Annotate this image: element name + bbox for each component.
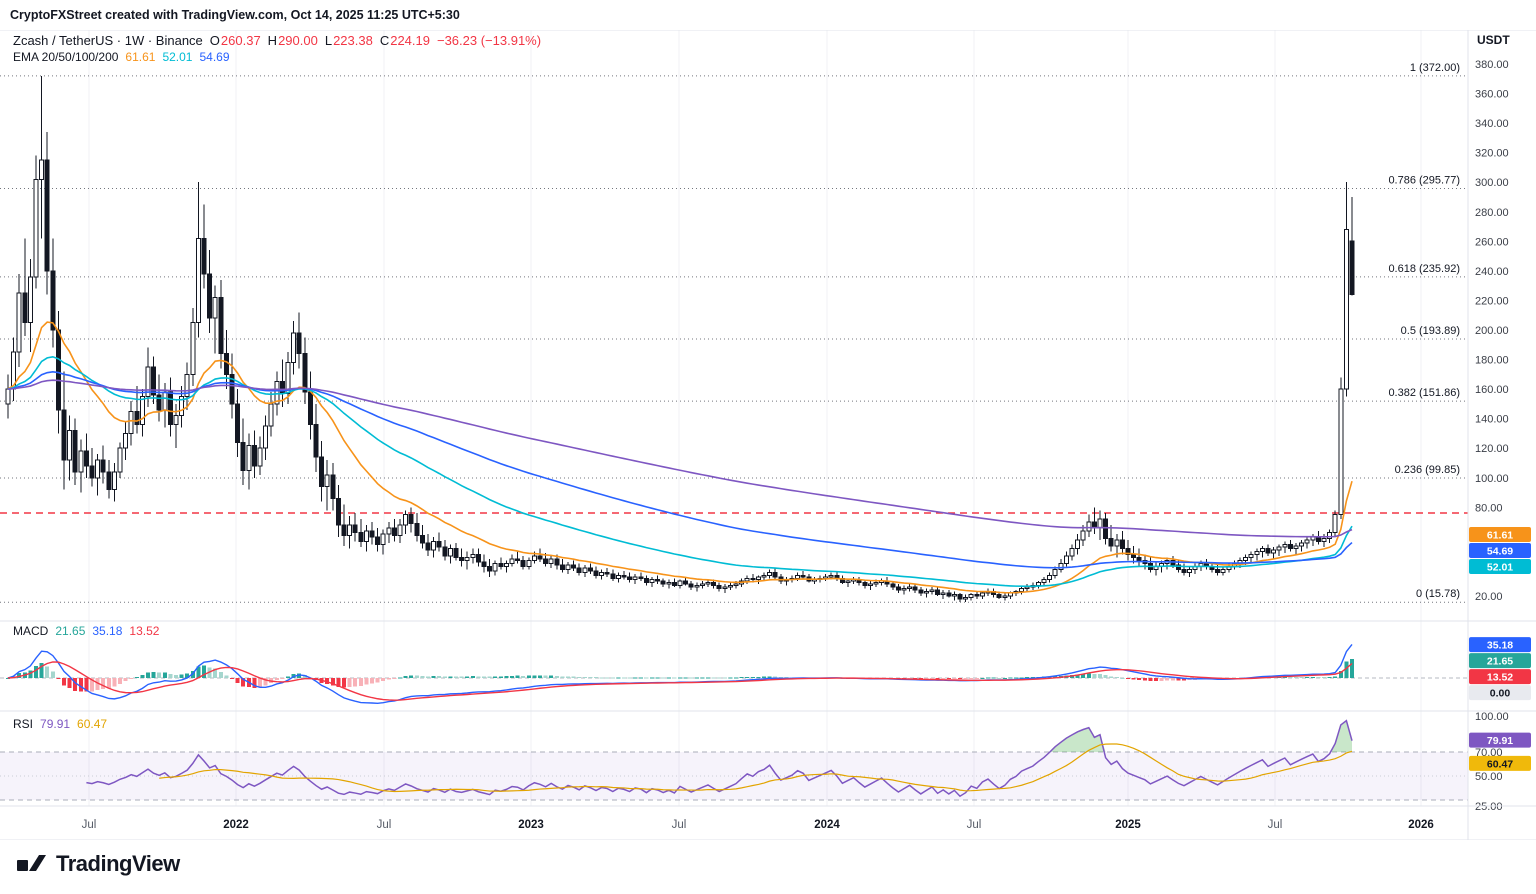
close-value: C 224.19 [379, 33, 430, 48]
svg-text:0.382 (151.86): 0.382 (151.86) [1388, 387, 1460, 399]
tradingview-logo[interactable]: TradingView [16, 851, 180, 877]
rsi-value: 79.91 [40, 717, 71, 731]
svg-text:320.00: 320.00 [1475, 148, 1509, 160]
attribution-bar: CryptoFXStreet created with TradingView.… [0, 0, 1536, 30]
svg-text:100.00: 100.00 [1475, 473, 1509, 485]
svg-text:Jul: Jul [1268, 819, 1283, 831]
macd-signal-value: 13.52 [129, 624, 160, 638]
svg-text:160.00: 160.00 [1475, 384, 1509, 396]
macd-hist-value: 21.65 [55, 624, 86, 638]
svg-text:50.00: 50.00 [1475, 771, 1503, 783]
svg-text:0.00: 0.00 [1490, 688, 1511, 700]
svg-text:79.91: 79.91 [1487, 735, 1513, 747]
svg-text:35.18: 35.18 [1487, 640, 1513, 652]
svg-text:21.65: 21.65 [1487, 656, 1513, 668]
svg-text:2023: 2023 [518, 819, 544, 831]
svg-text:Jul: Jul [967, 819, 982, 831]
tradingview-logo-icon [17, 854, 46, 871]
svg-text:240.00: 240.00 [1475, 266, 1509, 278]
svg-text:0 (15.78): 0 (15.78) [1416, 588, 1460, 600]
ema20-value: 61.61 [125, 50, 156, 64]
rsi-ma-value: 60.47 [77, 717, 108, 731]
svg-text:100.00: 100.00 [1475, 711, 1509, 723]
svg-text:Jul: Jul [672, 819, 687, 831]
symbol-legend: Zcash / TetherUS · 1W · Binance O 260.37 … [13, 33, 541, 48]
svg-text:140.00: 140.00 [1475, 414, 1509, 426]
svg-text:360.00: 360.00 [1475, 89, 1509, 101]
svg-text:0.618 (235.92): 0.618 (235.92) [1388, 263, 1460, 275]
high-value: H 290.00 [267, 33, 318, 48]
open-value: O 260.37 [209, 33, 261, 48]
ema100-value: 54.69 [199, 50, 230, 64]
svg-text:2026: 2026 [1408, 819, 1434, 831]
svg-text:61.61: 61.61 [1487, 530, 1513, 542]
svg-text:180.00: 180.00 [1475, 355, 1509, 367]
svg-text:2022: 2022 [223, 819, 249, 831]
svg-text:2024: 2024 [814, 819, 840, 831]
svg-text:0.786 (295.77): 0.786 (295.77) [1388, 174, 1460, 186]
macd-line-value: 35.18 [92, 624, 123, 638]
svg-text:54.69: 54.69 [1487, 546, 1513, 558]
svg-text:340.00: 340.00 [1475, 118, 1509, 130]
svg-text:52.01: 52.01 [1487, 562, 1513, 574]
svg-text:220.00: 220.00 [1475, 295, 1509, 307]
svg-text:60.47: 60.47 [1487, 758, 1513, 770]
svg-text:200.00: 200.00 [1475, 325, 1509, 337]
svg-text:260.00: 260.00 [1475, 236, 1509, 248]
svg-text:20.00: 20.00 [1475, 591, 1503, 603]
ema-title[interactable]: EMA 20/50/100/200 [13, 50, 119, 64]
macd-title[interactable]: MACD [13, 624, 49, 638]
svg-text:Jul: Jul [377, 819, 392, 831]
tradingview-logo-text: TradingView [56, 851, 180, 876]
svg-text:380.00: 380.00 [1475, 59, 1509, 71]
symbol-title[interactable]: Zcash / TetherUS · 1W · Binance [13, 33, 203, 48]
attribution-text: CryptoFXStreet created with TradingView.… [10, 8, 460, 22]
low-value: L 223.38 [324, 33, 373, 48]
rsi-title[interactable]: RSI [13, 717, 34, 731]
change-value: −36.23 (−13.91%) [436, 33, 542, 48]
svg-text:Jul: Jul [82, 819, 97, 831]
macd-legend: MACD 21.65 35.18 13.52 [13, 624, 159, 638]
price-axis-currency[interactable]: USDT [1477, 33, 1510, 47]
svg-text:0.5 (193.89): 0.5 (193.89) [1401, 325, 1460, 337]
svg-text:1 (372.00): 1 (372.00) [1410, 62, 1460, 74]
svg-text:280.00: 280.00 [1475, 207, 1509, 219]
svg-text:120.00: 120.00 [1475, 443, 1509, 455]
footer-bar: TradingView [0, 840, 1536, 894]
svg-text:2025: 2025 [1115, 819, 1141, 831]
ema-legend: EMA 20/50/100/200 61.61 52.01 54.69 [13, 50, 230, 64]
ema50-value: 52.01 [162, 50, 193, 64]
rsi-legend: RSI 79.91 60.47 [13, 717, 107, 731]
svg-text:25.00: 25.00 [1475, 801, 1503, 813]
svg-text:80.00: 80.00 [1475, 502, 1503, 514]
svg-text:0.236 (99.85): 0.236 (99.85) [1395, 464, 1460, 476]
svg-text:300.00: 300.00 [1475, 177, 1509, 189]
svg-text:13.52: 13.52 [1487, 672, 1513, 684]
